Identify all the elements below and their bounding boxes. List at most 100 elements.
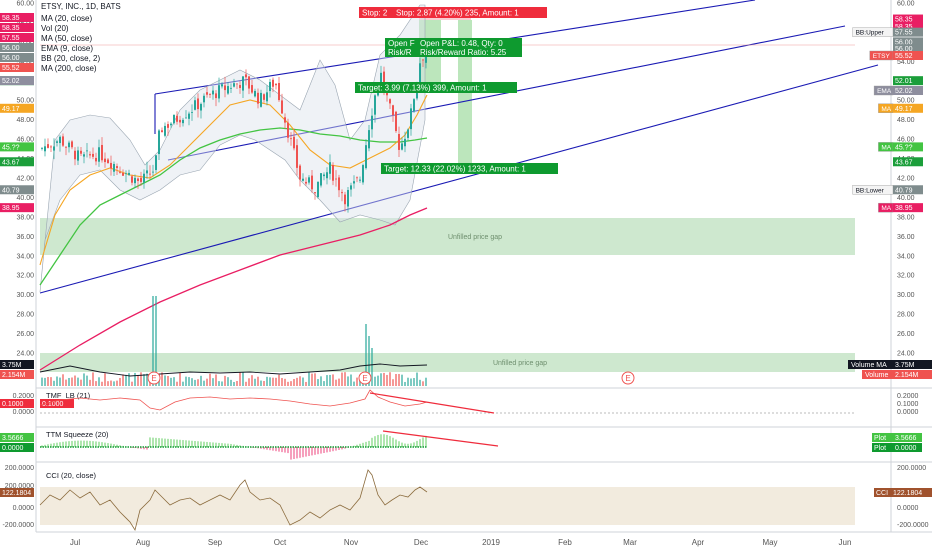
cci-pane: CCI (20, close) 122.1804 CCI 122.1804 20…: [0, 465, 932, 532]
order-target-2[interactable]: Target: 12.33 (22.02%) 1233, Amount: 1: [381, 163, 558, 174]
candle-body: [236, 83, 238, 85]
candle-body: [68, 142, 70, 148]
ttm-bar: [44, 444, 46, 447]
price-badge: [893, 44, 923, 54]
order-target-1[interactable]: Target: 3.99 (7.13%) 399, Amount: 1: [355, 82, 517, 93]
volume-bar: [413, 378, 415, 386]
ttm-bar: [140, 447, 142, 449]
volume-bar: [248, 378, 250, 386]
volume-bar: [86, 375, 88, 386]
volume-bar: [77, 377, 79, 386]
legend-value-badge: [0, 43, 34, 52]
volume-bar: [188, 377, 190, 386]
ttm-bar: [269, 447, 271, 451]
candle-body: [185, 117, 187, 119]
candle-body: [74, 150, 76, 160]
volume-bar: [416, 372, 418, 386]
candle-body: [131, 176, 133, 183]
price-badge: [893, 157, 923, 167]
candle-body: [221, 84, 223, 87]
candle-body: [356, 177, 358, 179]
price-badge-text: 40.79: [895, 187, 913, 194]
ttm-bar: [131, 447, 133, 448]
svg-text:Target: 12.33 (22.02%) 1233, A: Target: 12.33 (22.02%) 1233, Amount: 1: [384, 165, 526, 174]
price-tick-label: 48.00: [16, 117, 34, 124]
order-open-pnl[interactable]: Open F Open P&L: 0.48, Qty: 0 Risk/R Ris…: [385, 38, 522, 57]
price-badge: [893, 21, 923, 31]
candle-body: [119, 171, 121, 173]
earnings-marker[interactable]: E: [358, 371, 372, 385]
svg-text:0.2000: 0.2000: [13, 393, 35, 400]
earnings-marker[interactable]: E: [621, 371, 635, 385]
volume-bar: [236, 381, 238, 386]
volume-bar: [221, 381, 223, 386]
volume-bar: [167, 376, 169, 386]
price-badge-text: 58.35: [895, 17, 913, 24]
x-axis-label: Feb: [558, 538, 572, 547]
svg-text:E: E: [151, 374, 156, 383]
volume-bar: [281, 378, 283, 386]
candle-body: [188, 113, 190, 119]
candle-body: [167, 124, 169, 128]
ttm-bar: [62, 441, 64, 447]
order-stop[interactable]: Stop: 2 Stop: 2.87 (4.20%) 235, Amount: …: [359, 7, 547, 18]
candle-body: [101, 144, 103, 161]
svg-text:0.1000: 0.1000: [2, 401, 24, 408]
ttm-bar: [104, 442, 106, 447]
ttm-bar: [422, 437, 424, 447]
ttm-bar: [197, 441, 199, 447]
svg-text:3.5666: 3.5666: [895, 435, 917, 442]
x-axis-label: Oct: [274, 538, 287, 547]
candle-body: [200, 103, 202, 111]
ttm-bar: [287, 447, 289, 454]
price-badge: [893, 76, 923, 86]
volume-bar: [107, 381, 109, 386]
candlestick-series: [41, 44, 427, 213]
svg-text:0.0000: 0.0000: [13, 505, 35, 512]
legend-item: MA (20, close): [41, 14, 92, 23]
cci-line: [39, 469, 428, 532]
candle-body: [143, 173, 145, 183]
volume-bar: [257, 376, 259, 386]
volume-bar: [293, 378, 295, 386]
volume-bar: [359, 379, 361, 386]
volume-bar: [89, 379, 91, 386]
volume-bar: [374, 376, 376, 386]
candle-body: [215, 93, 217, 99]
svg-text:2.154M: 2.154M: [895, 372, 919, 379]
candle-body: [338, 177, 340, 191]
svg-text:3.5666: 3.5666: [2, 435, 24, 442]
volume-bar: [299, 376, 301, 386]
volume-bar: [137, 375, 139, 386]
svg-text:Risk/Reward Ratio: 5.25: Risk/Reward Ratio: 5.25: [420, 48, 507, 57]
ttm-bar: [53, 443, 55, 447]
gap-label-price: Unfilled price gap: [448, 234, 502, 241]
candle-body: [251, 85, 253, 93]
candle-body: [419, 63, 421, 83]
volume-bar: [209, 373, 211, 386]
candle-body: [56, 141, 58, 143]
price-badge-label-text: MA: [881, 144, 891, 151]
ttm-bar: [320, 447, 322, 454]
volume-bar: [56, 376, 58, 386]
candle-body: [404, 138, 406, 147]
volume-bar: [341, 372, 343, 386]
ttm-bar: [308, 447, 310, 456]
candle-body: [47, 144, 49, 148]
volume-bar: [158, 380, 160, 386]
ttm-bar: [188, 440, 190, 447]
volume-bar: [131, 381, 133, 386]
svg-text:Risk/R: Risk/R: [388, 48, 412, 57]
ttm-bar: [323, 447, 325, 453]
ttm-bar: [194, 441, 196, 447]
candle-body: [422, 59, 424, 61]
price-badge: [893, 203, 923, 213]
ttm-bar: [404, 443, 406, 447]
candle-body: [203, 95, 205, 103]
earnings-marker[interactable]: E: [147, 371, 161, 385]
price-badge-text: 43.67: [895, 159, 913, 166]
ttm-bar: [290, 447, 292, 460]
ttm-bar: [83, 440, 85, 447]
candle-body: [347, 190, 349, 207]
